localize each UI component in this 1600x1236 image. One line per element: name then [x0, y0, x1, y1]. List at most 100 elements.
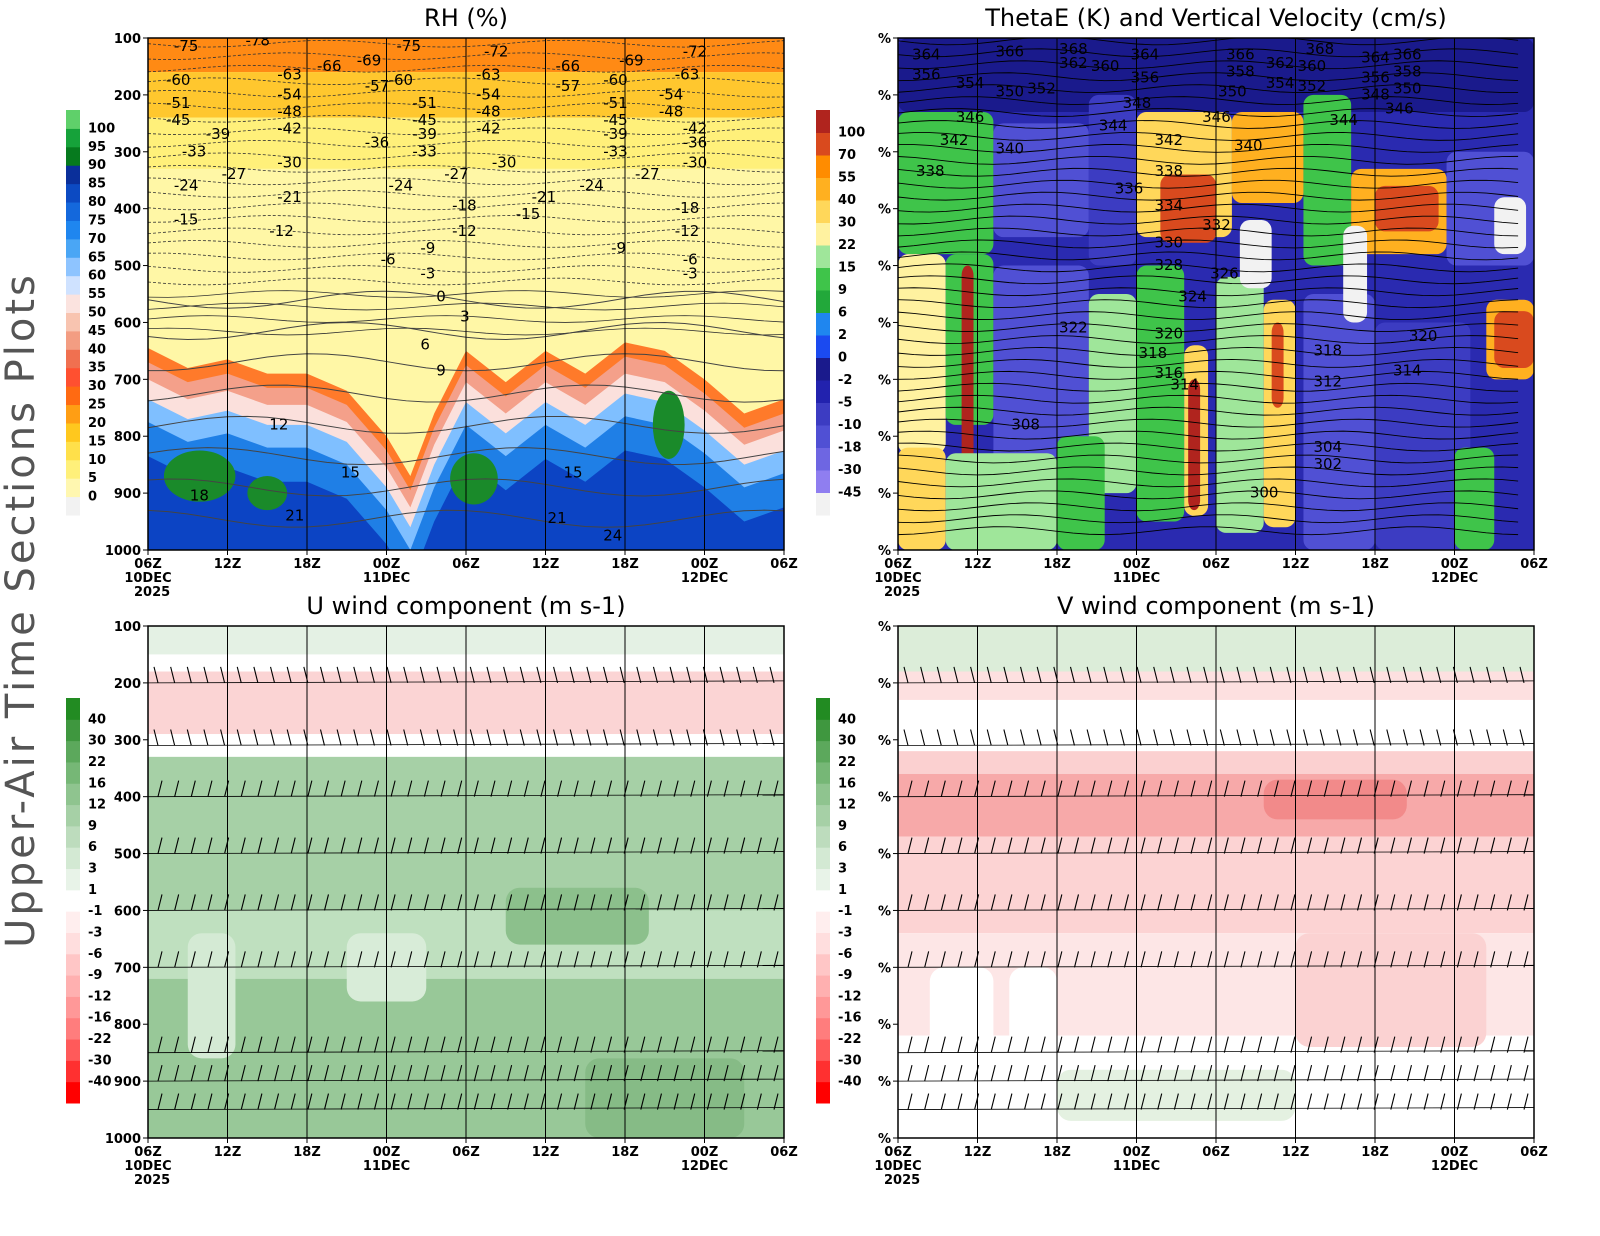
uwind-wind-barb	[686, 666, 692, 684]
x-date-label: 10DEC	[874, 571, 921, 586]
uwind-wind-barb	[336, 666, 342, 684]
uwind-wind-barb	[602, 729, 609, 746]
uwind-wind-barb	[373, 837, 379, 854]
vwind-wind-barb	[1090, 1093, 1096, 1110]
side-title-text: Upper-Air Time Sections Plots	[0, 272, 44, 948]
uwind-wind-barb	[473, 951, 479, 968]
colorbar-label: 80	[88, 195, 106, 210]
colorbar-label: -10	[838, 418, 862, 433]
uwind-wind-barb	[569, 666, 575, 684]
rh-temp-contour-10	[148, 165, 784, 173]
vwind-wind-barb	[1219, 666, 1225, 684]
thetae-contour-26	[898, 347, 1519, 356]
colorbar-vwind: 40 30 22 16 12 9 6 3 1 -1 -3 -6 -9 -12 -16 -22 -30 -40	[816, 698, 862, 1104]
vwind-wind-barb	[986, 729, 992, 746]
thetae-cell-19	[1216, 276, 1264, 533]
colorbar-swatch	[66, 740, 80, 763]
vwind-wind-barb	[924, 1036, 930, 1053]
vwind-wind-barb	[1207, 1036, 1213, 1053]
uwind-wind-barb	[357, 1036, 363, 1053]
uwind-wind-barb	[590, 837, 596, 854]
contour-label: 6	[420, 336, 430, 354]
uwind-wind-barb	[157, 837, 163, 854]
thetae-cell-26	[898, 447, 946, 550]
uwind-wind-barb	[290, 1036, 296, 1053]
colorbar-swatch	[66, 146, 80, 166]
x-tick-label: 00Z	[691, 557, 719, 572]
contour-label: -30	[492, 154, 517, 172]
colorbar-label: -12	[838, 989, 862, 1004]
colorbar-label: 40	[838, 193, 856, 208]
uwind-wind-barb	[423, 894, 429, 911]
x-tick-label: 18Z	[1043, 557, 1071, 572]
rh-saturated-patch-3	[652, 390, 685, 459]
vwind-wind-barb	[1469, 729, 1475, 746]
contour-label: -69	[357, 51, 382, 69]
uwind-wind-barb	[540, 1036, 546, 1053]
contour-label: -18	[452, 196, 477, 214]
y-tick-label: 400	[114, 791, 141, 806]
x-tick-label: 06Z	[452, 1145, 480, 1160]
uwind-wind-barb	[357, 780, 363, 797]
vwind-wind-barb	[920, 666, 926, 684]
vwind-wind-barb	[1490, 951, 1496, 968]
contour-label: -42	[277, 120, 302, 138]
vwind-wind-barb	[1456, 894, 1462, 911]
vwind-wind-barb	[924, 780, 930, 797]
vwind-wind-barb	[1240, 1064, 1246, 1082]
colorbar-label: -30	[838, 1053, 862, 1068]
uwind-wind-barb	[240, 894, 246, 911]
contour-label: -57	[556, 77, 581, 95]
uwind-wind-barb	[457, 837, 463, 854]
uwind-wind-barb	[473, 837, 479, 854]
vwind-wind-barb	[1073, 1064, 1080, 1082]
uwind-wind-barb	[690, 951, 696, 968]
thetae-cell-18	[1188, 379, 1201, 511]
vwind-wind-barb	[1506, 951, 1512, 968]
vwind-wind-barb	[1523, 894, 1529, 911]
vwind-wind-barb	[1057, 1093, 1063, 1110]
uwind-wind-barb	[240, 1093, 246, 1110]
contour-label: 304	[1313, 438, 1342, 456]
uwind-wind-barb	[590, 1036, 596, 1053]
uwind-wind-barb	[773, 894, 779, 911]
contour-label: 340	[995, 139, 1024, 157]
colorbar-swatch	[816, 889, 830, 912]
vwind-wind-barb	[1390, 1036, 1396, 1053]
contour-label: 300	[1250, 484, 1279, 502]
uwind-wind-barb	[673, 1064, 679, 1082]
vwind-wind-barb	[1419, 666, 1425, 684]
colorbar-label: -6	[88, 947, 102, 962]
colorbar-swatch	[66, 312, 80, 332]
vwind-wind-barb	[1436, 729, 1442, 746]
colorbar-swatch	[66, 932, 80, 955]
vwind-wind-barb	[1423, 894, 1429, 911]
vwind-wind-barb	[1473, 1064, 1479, 1082]
y-tick-label: %	[878, 677, 891, 692]
rh-temp-contour-9	[148, 152, 784, 161]
contour-label: -3	[420, 265, 435, 283]
uwind-wind-barb	[307, 1064, 313, 1082]
colorbar-swatch	[816, 1060, 830, 1083]
contour-label: 330	[1154, 233, 1183, 251]
colorbar-swatch	[66, 165, 80, 185]
thetae-cell-7	[1303, 94, 1352, 266]
vwind-wind-barb	[1073, 780, 1080, 797]
vwind-wind-barb	[1219, 729, 1225, 746]
uwind-wind-barb	[390, 780, 396, 797]
vwind-wind-barb	[924, 894, 930, 911]
colorbar-label: -9	[838, 968, 852, 983]
x-tick-label: 18Z	[611, 557, 639, 572]
x-tick-label: 00Z	[373, 1145, 401, 1160]
uwind-wind-barb	[690, 1036, 696, 1053]
x-tick-label: 06Z	[1520, 557, 1548, 572]
colorbar-label: 0	[88, 490, 97, 505]
x-tick-label: 00Z	[1123, 1145, 1151, 1160]
vwind-wind-barb	[1157, 1064, 1163, 1082]
vwind-wind-barb	[990, 837, 996, 854]
colorbar-label: 60	[88, 269, 106, 284]
uwind-wind-barb	[536, 666, 542, 684]
contour-label: -42	[476, 120, 501, 138]
vwind-wind-barb	[1123, 837, 1129, 854]
vwind-wind-barb	[1323, 894, 1329, 911]
